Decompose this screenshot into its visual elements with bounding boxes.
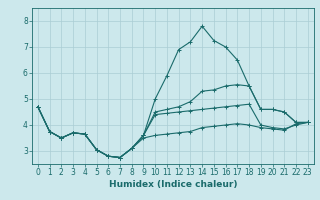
X-axis label: Humidex (Indice chaleur): Humidex (Indice chaleur) [108, 180, 237, 189]
